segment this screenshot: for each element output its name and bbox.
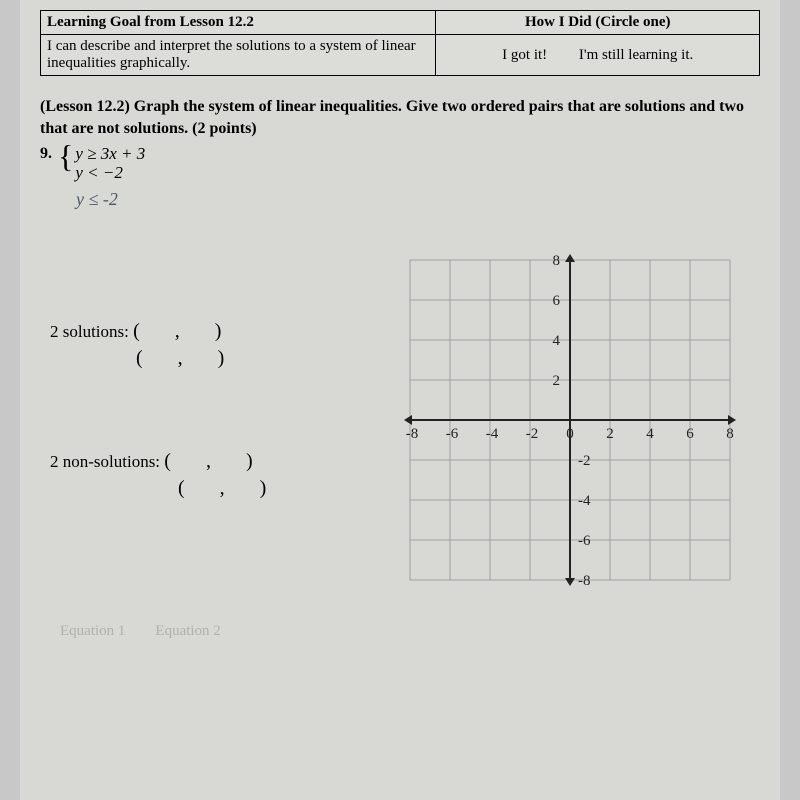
opt-still-learning[interactable]: I'm still learning it. (579, 47, 693, 63)
solutions-block: 2 solutions: ( , ) ( , ) (50, 320, 276, 374)
svg-text:4: 4 (553, 333, 561, 349)
instruction-text: (Lesson 12.2) Graph the system of linear… (40, 96, 760, 139)
svg-text:-4: -4 (486, 426, 499, 442)
system-line2: y < −2 (75, 163, 123, 182)
solution-pair-2[interactable]: ( , ) (136, 347, 276, 370)
svg-text:6: 6 (686, 426, 694, 442)
nonsolution-pair-1[interactable]: ( , ) (164, 450, 304, 472)
svg-text:2: 2 (606, 426, 614, 442)
svg-text:8: 8 (553, 253, 561, 269)
svg-text:-2: -2 (526, 426, 539, 442)
handwritten-note: y ≤ -2 (76, 189, 760, 210)
svg-text:-2: -2 (578, 453, 591, 469)
svg-text:-4: -4 (578, 493, 591, 509)
nonsolutions-label: 2 non-solutions: (50, 452, 160, 471)
options-cell: I got it! I'm still learning it. (436, 35, 760, 76)
opt-got-it[interactable]: I got it! (502, 47, 547, 63)
goal-title-cell: Learning Goal from Lesson 12.2 (41, 11, 436, 35)
svg-text:4: 4 (646, 426, 654, 442)
svg-text:2: 2 (553, 373, 561, 389)
svg-text:-6: -6 (578, 533, 591, 549)
solution-pair-1[interactable]: ( , ) (133, 320, 273, 342)
ghost-text-bottom: Equation 1 Equation 2 (60, 620, 221, 643)
howdid-title-cell: How I Did (Circle one) (436, 11, 760, 35)
goal-body-cell: I can describe and interpret the solutio… (41, 35, 436, 76)
header-table: Learning Goal from Lesson 12.2 How I Did… (40, 10, 760, 76)
work-area: 2 solutions: ( , ) ( , ) 2 non-solutions… (40, 250, 760, 650)
solutions-label: 2 solutions: (50, 322, 129, 341)
coordinate-grid: -8-6-4-2024688642-2-4-6-8 (400, 250, 740, 595)
svg-text:0: 0 (566, 426, 574, 442)
svg-text:-6: -6 (446, 426, 459, 442)
worksheet-page: Learning Goal from Lesson 12.2 How I Did… (20, 0, 780, 800)
svg-text:8: 8 (726, 426, 734, 442)
problem-row: 9. { y ≥ 3x + 3 y < −2 (40, 145, 760, 182)
svg-text:6: 6 (553, 293, 561, 309)
grid-svg: -8-6-4-2024688642-2-4-6-8 (400, 250, 740, 590)
system-equations: y ≥ 3x + 3 y < −2 (75, 145, 145, 182)
system-line1: y ≥ 3x + 3 (75, 144, 145, 163)
nonsolution-pair-2[interactable]: ( , ) (178, 477, 318, 500)
problem-number: 9. (40, 145, 52, 163)
brace-icon: { (58, 145, 73, 167)
nonsolutions-block: 2 non-solutions: ( , ) ( , ) (50, 450, 318, 504)
svg-text:-8: -8 (578, 573, 591, 589)
svg-text:-8: -8 (406, 426, 419, 442)
